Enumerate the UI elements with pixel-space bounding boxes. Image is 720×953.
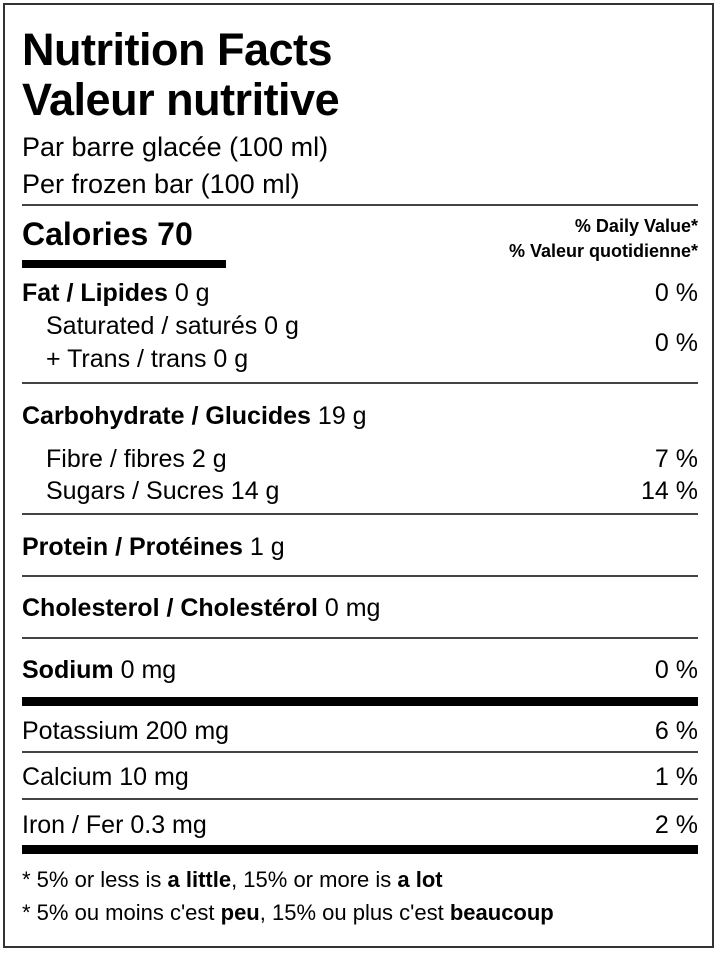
saturated-row: Saturated / saturés 0 g bbox=[46, 312, 299, 340]
fibre-row: Fibre / fibres 2 g bbox=[46, 445, 227, 473]
potassium-row: Potassium 200 mg bbox=[22, 717, 230, 745]
divider bbox=[22, 513, 698, 515]
divider bbox=[22, 751, 698, 753]
divider bbox=[22, 637, 698, 639]
trans-row: + Trans / trans 0 g bbox=[46, 345, 249, 373]
fat-row: Fat / Lipides 0 g bbox=[22, 279, 210, 307]
sugars-dv: 14 % bbox=[641, 477, 698, 505]
cholesterol-row: Cholesterol / Cholestérol 0 mg bbox=[22, 594, 381, 622]
thick-divider bbox=[22, 697, 698, 706]
divider bbox=[22, 204, 698, 206]
divider bbox=[22, 382, 698, 384]
calories: Calories 70 bbox=[22, 216, 193, 252]
divider bbox=[22, 798, 698, 800]
label-border bbox=[3, 3, 714, 948]
thick-divider bbox=[22, 845, 698, 854]
calories-bar bbox=[22, 260, 226, 268]
dv-header-en: % Daily Value* bbox=[574, 216, 698, 236]
serving-en: Per frozen bar (100 ml) bbox=[22, 169, 300, 199]
footnote-en: * 5% or less is a little, 15% or more is… bbox=[22, 867, 443, 892]
divider bbox=[22, 575, 698, 577]
iron-dv: 2 % bbox=[654, 811, 698, 839]
footnote-fr: * 5% ou moins c'est peu, 15% ou plus c'e… bbox=[22, 900, 554, 925]
calcium-row: Calcium 10 mg bbox=[22, 763, 189, 791]
sodium-row: Sodium 0 mg bbox=[22, 656, 177, 684]
fibre-dv: 7 % bbox=[654, 445, 698, 473]
carb-row: Carbohydrate / Glucides 19 g bbox=[22, 402, 367, 430]
serving-fr: Par barre glacée (100 ml) bbox=[22, 132, 329, 162]
iron-row: Iron / Fer 0.3 mg bbox=[22, 811, 207, 839]
protein-row: Protein / Protéines 1 g bbox=[22, 533, 285, 561]
title-en: Nutrition Facts bbox=[22, 24, 333, 75]
potassium-dv: 6 % bbox=[654, 717, 698, 745]
fat-dv: 0 % bbox=[654, 279, 698, 307]
calcium-dv: 1 % bbox=[654, 763, 698, 791]
title-fr: Valeur nutritive bbox=[22, 74, 340, 125]
sugars-row: Sugars / Sucres 14 g bbox=[46, 477, 280, 505]
sodium-dv: 0 % bbox=[654, 656, 698, 684]
dv-header-fr: % Valeur quotidienne* bbox=[508, 241, 698, 261]
sat-trans-dv: 0 % bbox=[654, 329, 698, 357]
